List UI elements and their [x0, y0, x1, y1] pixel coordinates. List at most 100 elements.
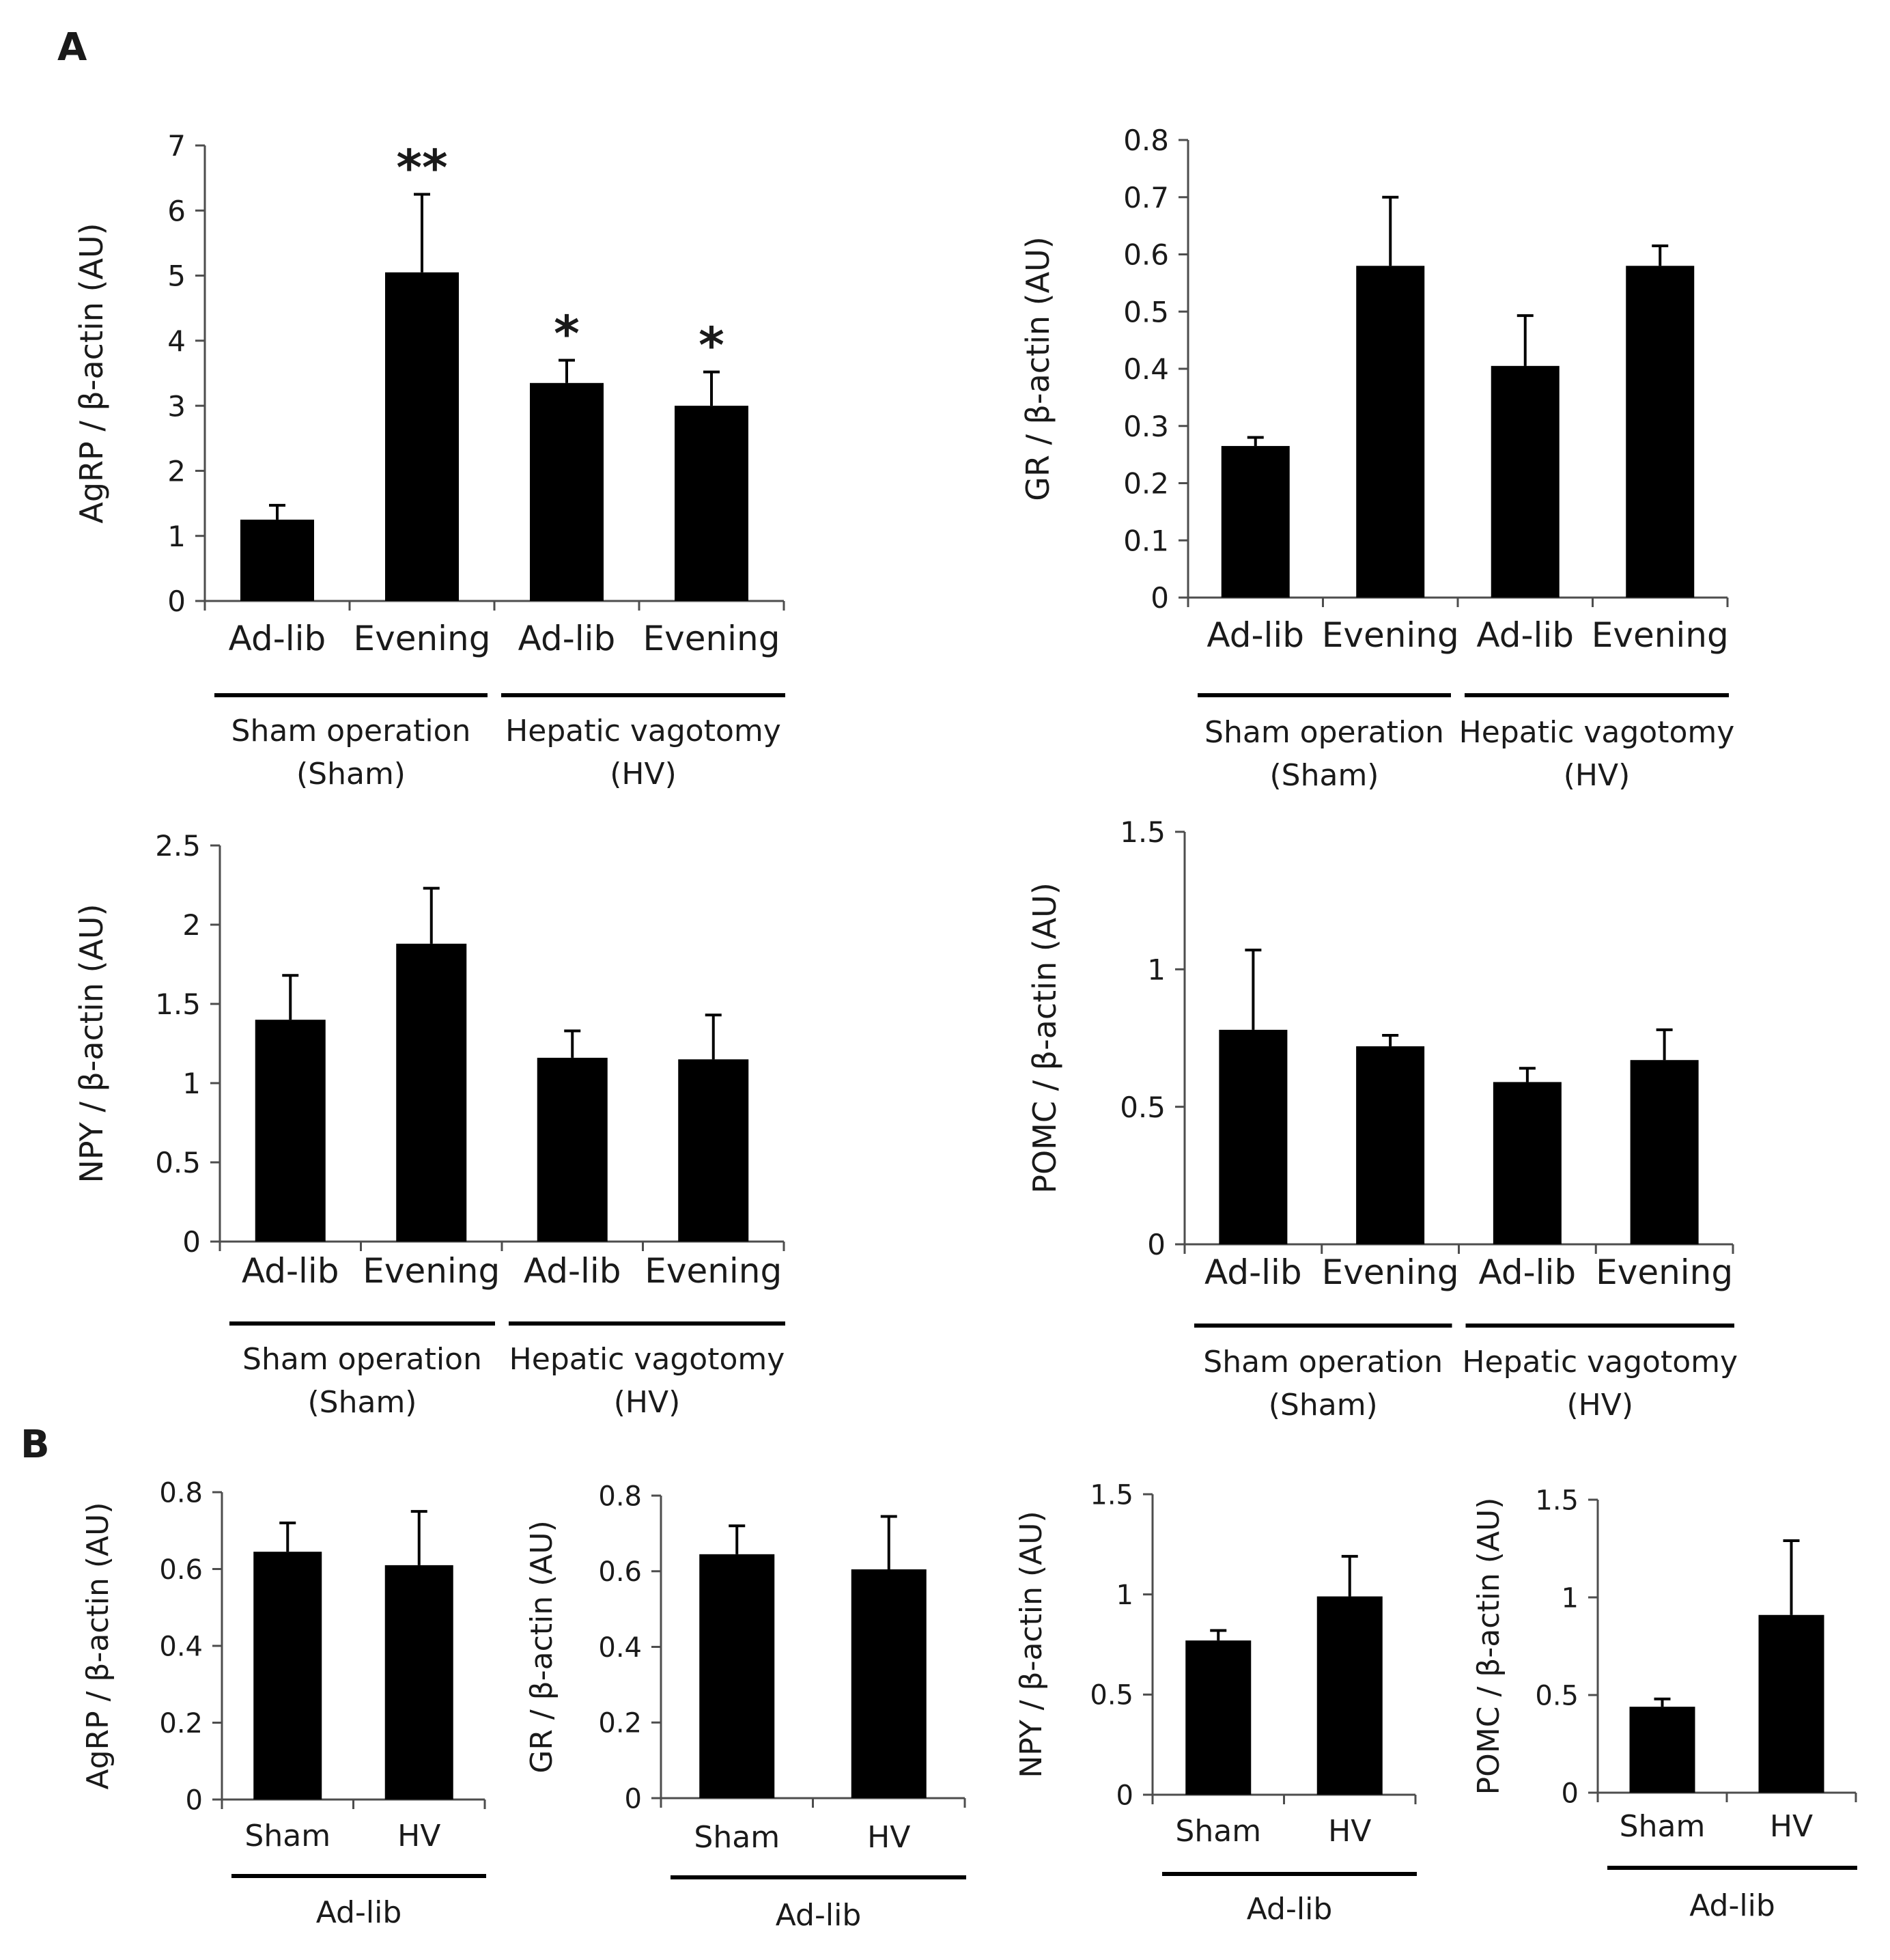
- y-tick-label: 3: [167, 389, 186, 423]
- chart-b2: 0 0.2 0.4 0.6 0.8 GR / β-actin (AU) Sham HV Ad-l…: [524, 1481, 966, 1933]
- group-label: Sham operation: [231, 714, 471, 748]
- group-sublabel: (HV): [610, 757, 677, 792]
- group-label: Hepatic vagotomy: [1462, 1345, 1738, 1380]
- y-axis-label: GR / β-actin (AU): [524, 1520, 559, 1774]
- significance-marker: **: [396, 139, 447, 196]
- category-label: Evening: [363, 1251, 500, 1291]
- category-label: Evening: [1322, 1252, 1459, 1292]
- group-label: Hepatic vagotomy: [505, 714, 781, 748]
- bar: [678, 1059, 749, 1242]
- y-tick-label: 0.6: [159, 1554, 203, 1586]
- category-label: Ad-lib: [1207, 615, 1304, 655]
- y-tick-label: 0: [167, 585, 186, 618]
- y-tick-label: 1.5: [1535, 1485, 1579, 1516]
- y-tick-label: 1.5: [155, 988, 201, 1021]
- chart-b3: 0 0.5 1 1.5 NPY / β-actin (AU) Sham HV Ad-lib: [1014, 1479, 1417, 1927]
- bar: [1221, 446, 1290, 598]
- group-label: Hepatic vagotomy: [509, 1342, 785, 1377]
- y-tick-label: 0: [182, 1225, 201, 1259]
- bar: [699, 1554, 775, 1798]
- y-tick-label: 0.2: [1123, 467, 1169, 501]
- group-sublabel: (Sham): [308, 1385, 417, 1420]
- category-label: Ad-lib: [518, 619, 616, 658]
- y-tick-label: 0.7: [1123, 181, 1169, 214]
- bar: [537, 1057, 608, 1242]
- y-axis-label: POMC / β-actin (AU): [1026, 882, 1063, 1194]
- bar: [1493, 1082, 1562, 1244]
- chart-a4: 0 0.5 1 1.5 POMC / β-actin (AU) Ad-lib Evening…: [1026, 815, 1738, 1423]
- y-tick-label: 0.5: [155, 1146, 201, 1179]
- bar: [255, 1020, 326, 1242]
- bar: [1626, 266, 1695, 598]
- bar: [1219, 1029, 1288, 1244]
- group-label: Sham operation: [1204, 715, 1444, 750]
- chart-a3: 0 0.5 1 1.5 2 2.5 NPY / β-actin (AU) Ad-lib Even…: [73, 829, 785, 1420]
- panel-label-a: A: [57, 25, 87, 70]
- y-tick-label: 0: [1147, 1228, 1166, 1261]
- y-tick-label: 2.5: [155, 829, 201, 863]
- y-tick-label: 0.4: [159, 1631, 203, 1662]
- y-tick-label: 7: [167, 129, 186, 163]
- group-label: Sham operation: [1203, 1345, 1443, 1380]
- category-label: Ad-lib: [229, 619, 326, 658]
- y-axis-label: NPY / β-actin (AU): [1014, 1511, 1049, 1778]
- bar: [385, 272, 459, 601]
- category-label: Ad-lib: [524, 1251, 621, 1291]
- bar: [396, 943, 467, 1242]
- y-tick-label: 0.5: [1535, 1680, 1579, 1711]
- bar: [1491, 365, 1560, 598]
- significance-marker: *: [699, 317, 724, 374]
- bar: [1356, 1046, 1425, 1244]
- chart-b4: 0 0.5 1 1.5 POMC / β-actin (AU) Sham HV Ad-lib: [1471, 1485, 1857, 1923]
- chart-b1: 0 0.2 0.4 0.6 0.8 AgRP / β-actin (AU) Sham HV Ad…: [81, 1477, 486, 1930]
- bar: [1185, 1640, 1252, 1795]
- y-tick-label: 1: [1116, 1580, 1133, 1611]
- group-label: Ad-lib: [776, 1898, 862, 1933]
- category-label: HV: [1328, 1814, 1371, 1849]
- bar: [1630, 1060, 1699, 1244]
- category-label: Evening: [354, 619, 491, 658]
- group-sublabel: (Sham): [1270, 758, 1379, 793]
- bar: [675, 406, 748, 601]
- bar: [851, 1569, 927, 1798]
- group-sublabel: (HV): [1566, 1388, 1633, 1423]
- category-label: Sham: [244, 1819, 330, 1853]
- y-tick-label: 0.2: [598, 1708, 642, 1739]
- y-tick-label: 0.6: [598, 1556, 642, 1588]
- chart-a2: 0 0.1 0.2 0.3 0.4 0.5 0.6 0.7 0.8 GR / β-actin (A…: [1019, 124, 1734, 793]
- y-tick-label: 0.4: [1123, 352, 1169, 386]
- y-axis-label: NPY / β-actin (AU): [73, 904, 110, 1183]
- category-label: Sham: [694, 1820, 780, 1855]
- y-tick-label: 0.8: [159, 1477, 203, 1509]
- group-sublabel: (HV): [1564, 758, 1631, 793]
- group-sublabel: (HV): [614, 1385, 681, 1420]
- category-label: Evening: [643, 619, 780, 658]
- y-tick-label: 0.5: [1090, 1680, 1133, 1711]
- y-axis-label: POMC / β-actin (AU): [1471, 1498, 1506, 1795]
- category-label: Evening: [645, 1251, 782, 1291]
- bar: [1316, 1596, 1383, 1795]
- category-label: Evening: [1322, 615, 1459, 655]
- bar: [1629, 1707, 1695, 1793]
- y-tick-label: 1: [1147, 953, 1166, 986]
- y-tick-label: 0: [625, 1783, 642, 1815]
- y-axis-label: GR / β-actin (AU): [1019, 236, 1056, 501]
- group-label: Ad-lib: [316, 1895, 402, 1930]
- group-sublabel: (Sham): [1269, 1388, 1378, 1423]
- y-tick-label: 1: [167, 520, 186, 553]
- y-tick-label: 0.5: [1120, 1091, 1166, 1124]
- group-sublabel: (Sham): [296, 757, 406, 792]
- y-tick-label: 5: [167, 260, 186, 293]
- bar: [384, 1565, 453, 1800]
- category-label: Evening: [1596, 1252, 1733, 1292]
- y-tick-label: 0.2: [159, 1708, 203, 1739]
- y-tick-label: 1.5: [1090, 1479, 1133, 1511]
- category-label: HV: [867, 1820, 910, 1855]
- y-tick-label: 1.5: [1120, 815, 1166, 849]
- bar: [1758, 1614, 1824, 1793]
- group-label: Ad-lib: [1247, 1892, 1333, 1927]
- y-tick-label: 0.5: [1123, 295, 1169, 328]
- bar: [253, 1552, 322, 1800]
- group-label: Hepatic vagotomy: [1459, 715, 1735, 750]
